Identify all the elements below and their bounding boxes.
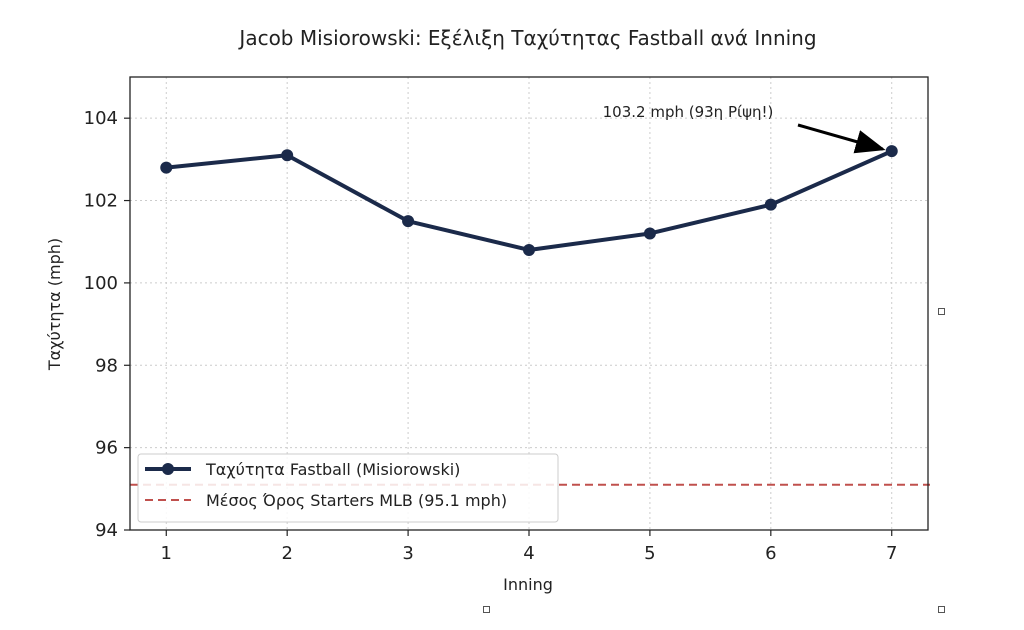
legend-reference-label: Μέσος Όρος Starters MLB (95.1 mph): [206, 491, 507, 510]
data-point: [402, 215, 415, 228]
y-tick-label: 94: [95, 520, 118, 541]
y-tick-label: 104: [84, 108, 118, 129]
x-tick-label: 3: [402, 543, 413, 564]
x-tick-label: 1: [161, 543, 172, 564]
legend-series-marker: [162, 463, 174, 475]
resize-handle-right[interactable]: [938, 308, 945, 315]
data-point: [160, 161, 173, 174]
axes: 1 2 3 4 5 6 7 94 96 98 100 102 104: [84, 76, 929, 564]
y-tick-label: 98: [95, 355, 118, 376]
annotation-arrow: [797, 123, 886, 154]
annotation-text: 103.2 mph (93η Ρίψη!): [603, 103, 774, 121]
x-tick-label: 5: [644, 543, 655, 564]
legend: Ταχύτητα Fastball (Misiorowski) Μέσος Όρ…: [137, 453, 559, 523]
y-tick-label: 102: [84, 191, 118, 212]
data-point: [885, 145, 898, 158]
x-tick-label: 6: [765, 543, 776, 564]
chart-title: Jacob Misiorowski: Εξέλιξη Ταχύτητας Fas…: [237, 26, 816, 50]
y-axis-label: Ταχύτητα (mph): [45, 238, 64, 371]
annotation-group: 103.2 mph (93η Ρίψη!): [603, 103, 886, 154]
y-tick-label: 96: [95, 438, 118, 459]
resize-handle-corner[interactable]: [938, 606, 945, 613]
x-axis-label: Inning: [503, 575, 553, 594]
data-point: [643, 227, 656, 240]
x-tick-label: 4: [523, 543, 534, 564]
resize-handle-bottom[interactable]: [483, 606, 490, 613]
legend-box: [137, 453, 559, 523]
legend-series-label: Ταχύτητα Fastball (Misiorowski): [205, 460, 460, 479]
series-group: [160, 145, 898, 256]
x-tick-label: 2: [281, 543, 292, 564]
data-point: [281, 149, 294, 162]
y-tick-label: 100: [84, 273, 118, 294]
data-point: [764, 198, 777, 211]
data-point: [523, 243, 535, 256]
x-tick-label: 7: [886, 543, 897, 564]
